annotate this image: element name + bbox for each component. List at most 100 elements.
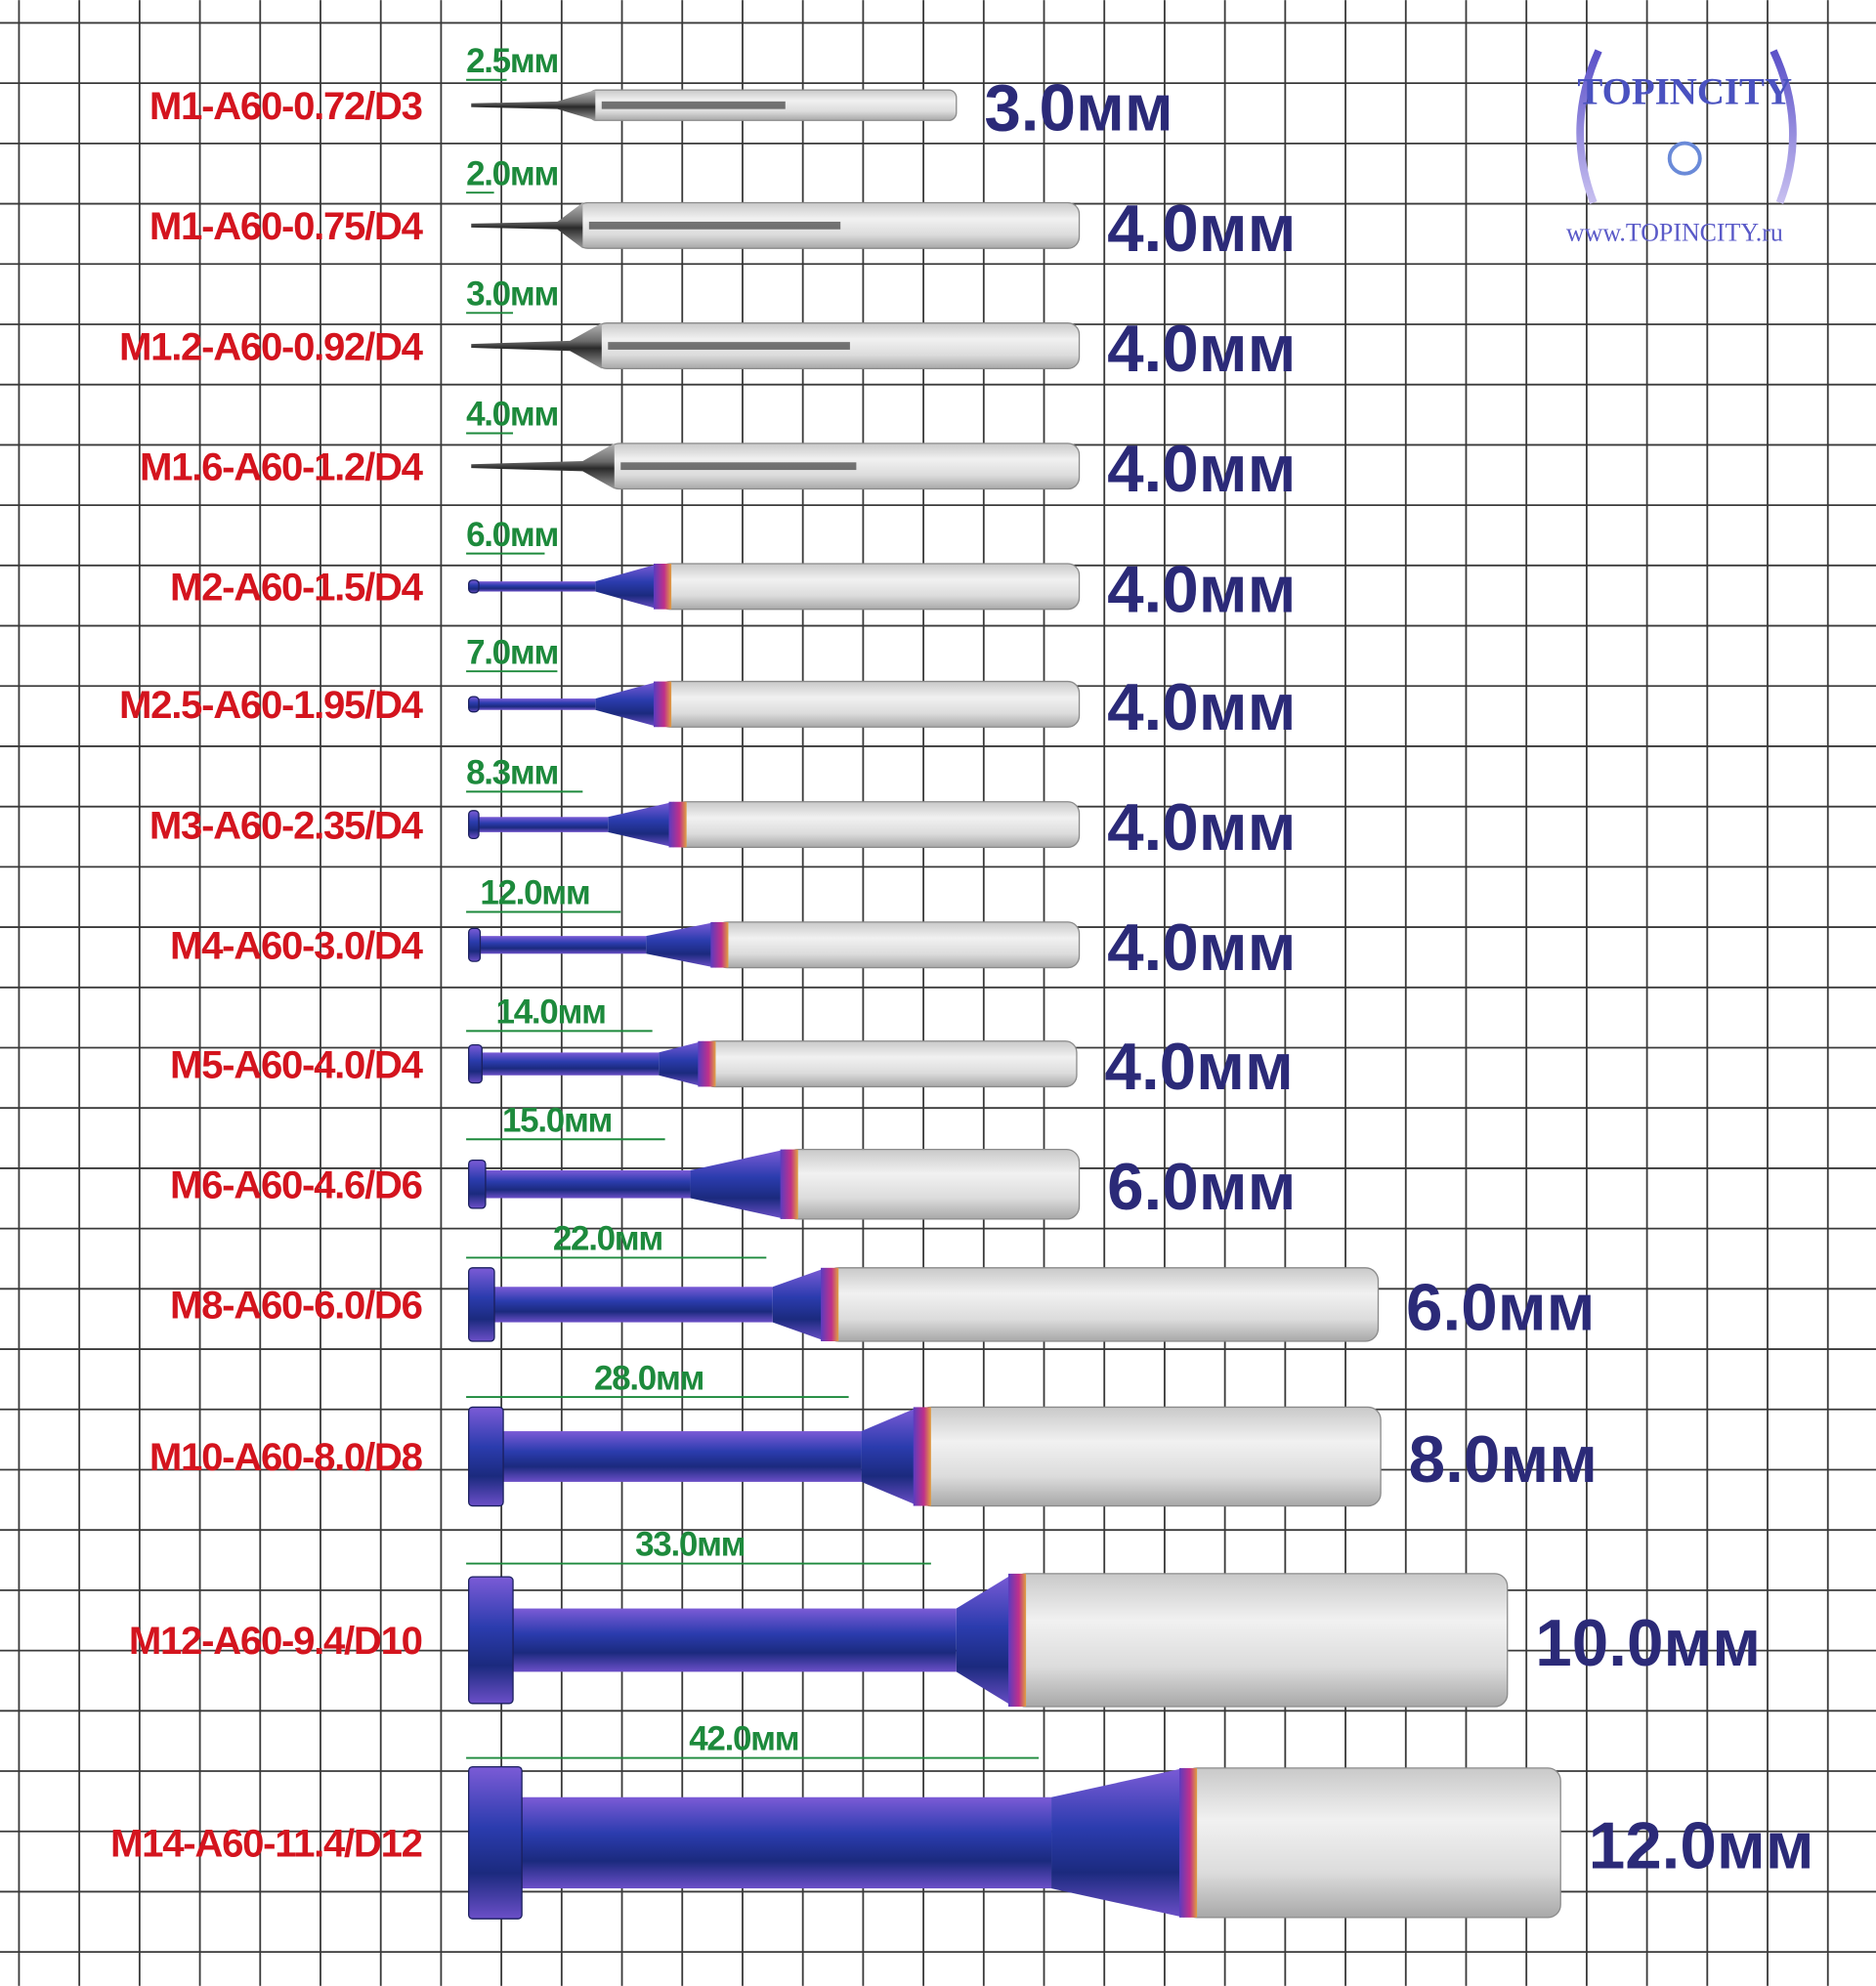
tool-neck — [471, 1287, 773, 1323]
tool-label: M14-A60-11.4/D12 — [110, 1822, 422, 1866]
tool-row: M1-A60-0.72/D3 2.5мм 3.0мм — [149, 42, 1173, 146]
shank-diameter: 4.0мм — [1104, 1031, 1293, 1104]
tool-neck — [471, 817, 609, 832]
tool-head — [468, 1406, 504, 1507]
tool-row: M2-A60-1.5/D4 6.0мм 4.0мм — [170, 516, 1297, 626]
tool-label: M5-A60-4.0/D4 — [170, 1042, 424, 1086]
logo-emblem — [1667, 141, 1702, 176]
cut-length: 15.0мм — [502, 1101, 612, 1139]
tool-stripe — [620, 462, 857, 471]
tool-row: M4-A60-3.0/D4 12.0мм 4.0мм — [170, 874, 1297, 985]
tool-neck — [471, 1608, 957, 1672]
tool-row: M5-A60-4.0/D4 14.0мм 4.0мм — [170, 993, 1294, 1104]
tool-band — [653, 564, 672, 610]
tool-neck — [471, 1169, 691, 1199]
tool-band — [1178, 1767, 1198, 1918]
tool-transition — [646, 921, 716, 968]
shank-diameter: 4.0мм — [1107, 791, 1296, 865]
tool-shank — [917, 1406, 1382, 1507]
tool-shank — [825, 1267, 1380, 1342]
tool-neck — [471, 581, 596, 592]
logo-horn — [1769, 49, 1797, 204]
tool-label: M3-A60-2.35/D4 — [149, 803, 424, 847]
tool-label: M1-A60-0.75/D4 — [149, 204, 424, 248]
tool-label: M1.6-A60-1.2/D4 — [140, 444, 424, 488]
shank-diameter: 3.0мм — [984, 72, 1172, 146]
tool-head — [468, 810, 480, 839]
cut-length: 2.5мм — [466, 42, 558, 80]
tool-band — [653, 681, 672, 728]
cut-length: 3.0мм — [466, 275, 558, 314]
tool-neck — [471, 1796, 1052, 1889]
shank-diameter: 12.0мм — [1589, 1809, 1814, 1882]
tool-transition — [772, 1267, 827, 1342]
cut-length: 22.0мм — [553, 1220, 662, 1258]
tool-head — [468, 927, 482, 962]
tool-band — [821, 1267, 839, 1342]
tool-neck — [471, 698, 596, 710]
tool-row: M12-A60-9.4/D10 33.0мм 10.0мм — [129, 1526, 1761, 1708]
tool-transition — [595, 564, 660, 610]
tool-transition — [608, 801, 674, 848]
tool-taper — [471, 443, 615, 489]
tool-row: M1-A60-0.75/D4 2.0мм 4.0мм — [149, 154, 1297, 265]
shank-diameter: 4.0мм — [1107, 313, 1296, 386]
tool-label: M4-A60-3.0/D4 — [170, 923, 424, 967]
cut-length: 28.0мм — [594, 1359, 704, 1397]
tool-band — [668, 801, 687, 848]
tool-band — [1007, 1573, 1027, 1708]
tool-stripe — [608, 342, 850, 350]
tool-label: M8-A60-6.0/D6 — [170, 1284, 422, 1328]
cut-length: 12.0мм — [480, 874, 589, 912]
tool-row: M14-A60-11.4/D12 42.0мм 12.0мм — [110, 1720, 1814, 1920]
tool-head — [468, 696, 480, 713]
tool-row: M1.2-A60-0.92/D4 3.0мм 4.0мм — [119, 275, 1297, 386]
shank-diameter: 4.0мм — [1107, 192, 1296, 266]
shank-diameter: 10.0мм — [1535, 1607, 1761, 1680]
tool-shank — [658, 563, 1081, 611]
logo-brand: TOPINCITY — [1577, 70, 1792, 112]
logo: TOPINCITY www.TOPINCITY.ru — [1566, 49, 1797, 246]
tool-head — [468, 1576, 514, 1705]
tool-shank — [1183, 1767, 1561, 1919]
tool-head — [468, 1765, 523, 1920]
shank-diameter: 6.0мм — [1107, 1151, 1296, 1224]
cut-length: 42.0мм — [689, 1720, 798, 1758]
shank-diameter: 4.0мм — [1107, 911, 1296, 985]
tool-head — [468, 1267, 495, 1342]
tools: M1-A60-0.72/D3 2.5мм 3.0мм M1-A60-0.75/D4 2.… — [110, 42, 1814, 1920]
tool-neck — [471, 1431, 862, 1482]
shank-diameter: 6.0мм — [1406, 1271, 1595, 1344]
tool-row: M8-A60-6.0/D6 22.0мм 6.0мм — [170, 1220, 1596, 1345]
tool-label: M2.5-A60-1.95/D4 — [119, 683, 424, 727]
tool-label: M2-A60-1.5/D4 — [170, 566, 424, 610]
tool-shank — [785, 1148, 1081, 1220]
tool-label: M10-A60-8.0/D8 — [149, 1435, 423, 1479]
tool-label: M1.2-A60-0.92/D4 — [119, 324, 424, 368]
tool-label: M1-A60-0.72/D3 — [149, 84, 422, 128]
tool-neck — [471, 1052, 660, 1076]
tool-shank — [714, 921, 1081, 969]
tool-transition — [595, 681, 660, 728]
tool-head — [468, 579, 480, 594]
tool-row: M3-A60-2.35/D4 8.3мм 4.0мм — [149, 754, 1297, 865]
tool-label: M6-A60-4.6/D6 — [170, 1163, 422, 1207]
tool-transition — [956, 1573, 1014, 1708]
tool-row: M2.5-A60-1.95/D4 7.0мм 4.0мм — [119, 633, 1297, 743]
tool-taper — [471, 90, 596, 121]
tool-stripe — [588, 221, 841, 230]
tool-taper — [471, 322, 602, 369]
tool-shank — [673, 801, 1081, 849]
tool-stripe — [601, 101, 786, 109]
tool-transition — [690, 1149, 786, 1219]
shank-diameter: 4.0мм — [1107, 671, 1296, 744]
cut-length: 2.0мм — [466, 154, 558, 192]
shank-diameter: 8.0мм — [1409, 1423, 1598, 1497]
tool-transition — [861, 1407, 918, 1506]
tool-transition — [659, 1040, 704, 1087]
cut-length: 14.0мм — [496, 993, 606, 1032]
tool-row: M10-A60-8.0/D8 28.0мм 8.0мм — [149, 1359, 1598, 1507]
tool-head — [468, 1044, 483, 1084]
